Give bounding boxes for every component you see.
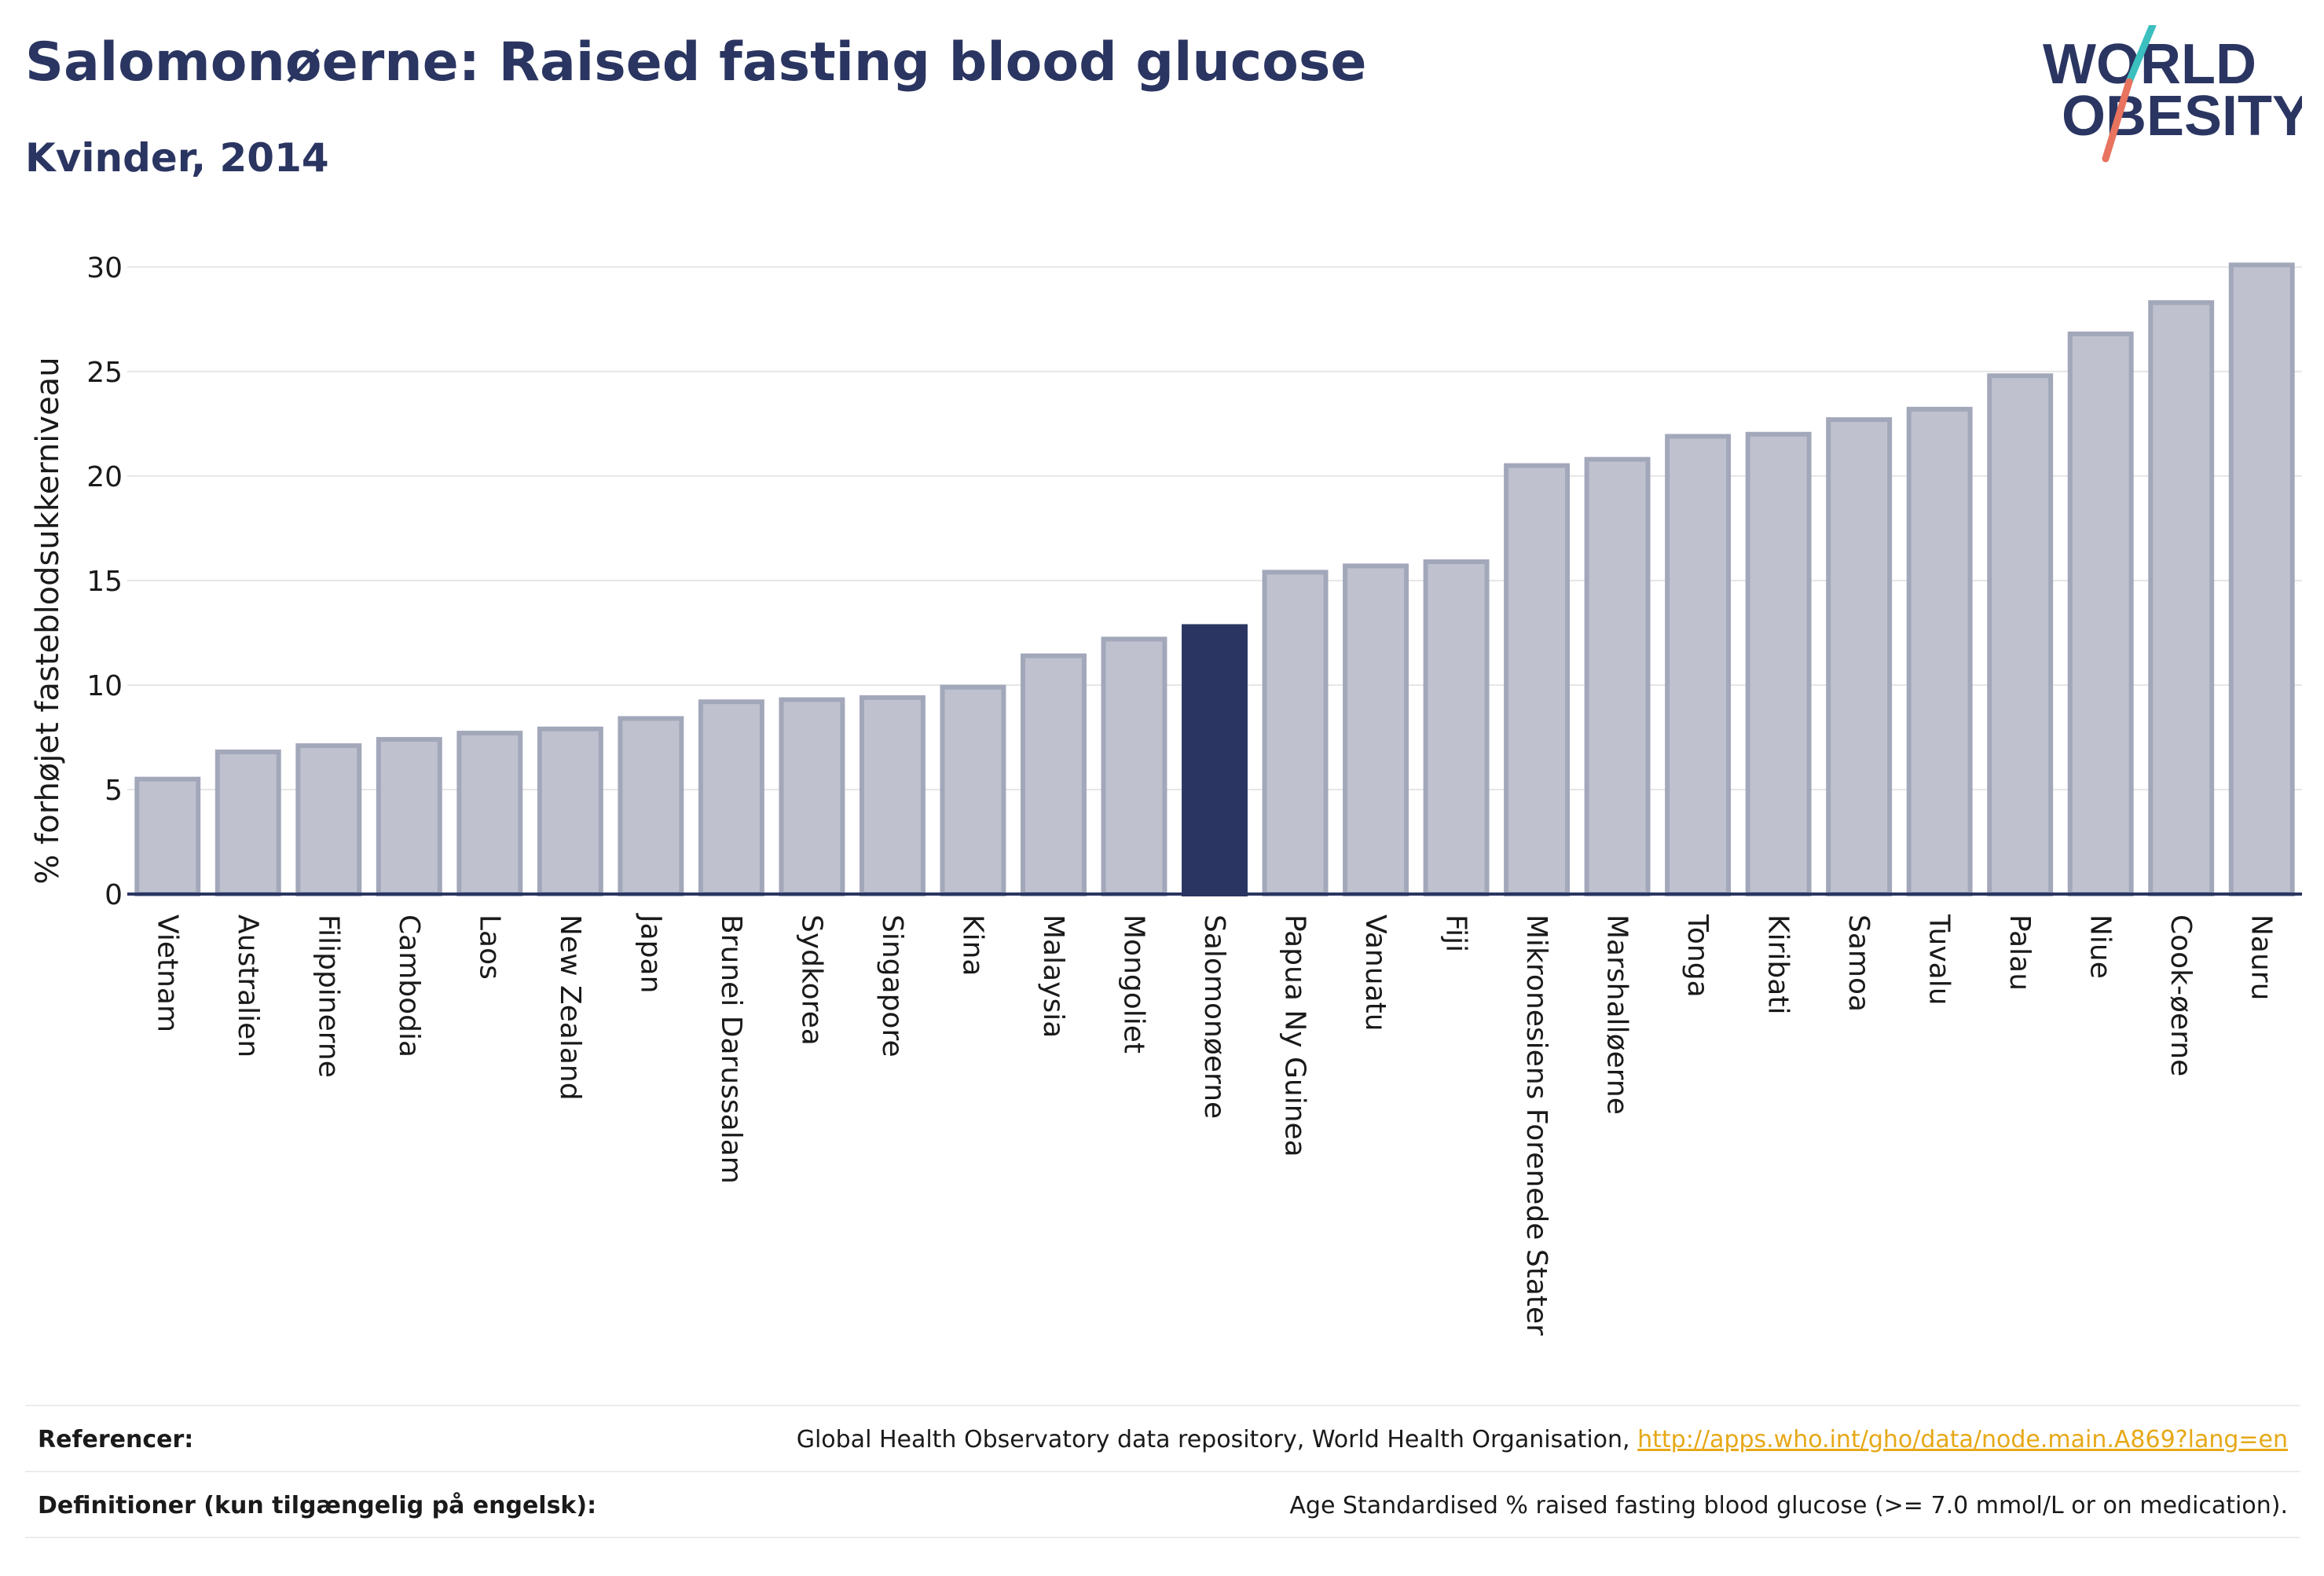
x-tick-label: Tonga <box>1681 914 1714 998</box>
x-tick-label: Cook-øerne <box>2165 914 2197 1076</box>
bar-australien <box>214 750 281 896</box>
bar-new-zealand <box>537 726 603 896</box>
x-tick-label: Salomonøerne <box>1198 914 1230 1119</box>
x-tick-label: Malaysia <box>1037 914 1069 1038</box>
definitions-text: Age Standardised % raised fasting blood … <box>1289 1491 2288 1519</box>
x-tick-label: Papua Ny Guinea <box>1279 914 1311 1157</box>
y-tick-label: 20 <box>86 461 123 493</box>
bar-palau <box>1987 373 2054 896</box>
x-tick-label: Kina <box>956 914 988 977</box>
y-axis-ticks: 0 5 10 15 20 25 30 <box>86 252 123 911</box>
references-row: Referencer: Global Health Observatory da… <box>25 1405 2300 1472</box>
bar-kina <box>940 684 1006 897</box>
bar-cambodia <box>376 737 442 897</box>
x-tick-label: Singapore <box>876 914 908 1057</box>
bar-vietnam <box>134 776 201 897</box>
x-tick-label: New Zealand <box>554 914 586 1101</box>
bar-papua-ny-guinea <box>1262 570 1329 896</box>
y-tick-label: 10 <box>86 670 123 702</box>
x-axis-ticks: Vietnam Australien Filippinerne Cambodia Lao… <box>151 913 2277 1336</box>
bar-tuvalu <box>1906 406 1973 896</box>
definitions-row: Definitioner (kun tilgængelig på engelsk… <box>25 1471 2300 1538</box>
references-text: Global Health Observatory data repositor… <box>796 1425 1630 1453</box>
bar-mikronesiens-forenede-stater <box>1504 463 1571 896</box>
logo-line1: WORLD <box>2043 33 2256 96</box>
x-tick-label: Tuvalu <box>1923 914 1956 1006</box>
bar-salomonøerne <box>1182 624 1248 896</box>
x-tick-label: Filippinerne <box>312 914 344 1078</box>
y-axis-label: % forhøjet fasteblodsukkerniveau <box>30 357 66 884</box>
x-tick-label: Fiji <box>1440 914 1472 952</box>
x-tick-label: Vietnam <box>151 914 183 1032</box>
footer-divider <box>25 1537 2300 1538</box>
bar-brunei-darussalam <box>698 699 764 896</box>
bar-mongoliet <box>1101 636 1167 896</box>
y-tick-label: 25 <box>86 357 123 389</box>
bar-sydkorea <box>779 697 845 896</box>
bar-marshalløerne <box>1584 456 1651 896</box>
y-tick-label: 5 <box>104 775 123 807</box>
x-tick-label: Australien <box>232 914 264 1057</box>
x-tick-label: Kiribati <box>1762 914 1794 1014</box>
bar-cook-øerne <box>2148 300 2215 896</box>
logo-slash-top <box>2125 25 2157 86</box>
bar-japan <box>618 716 684 896</box>
bar-kiribati <box>1745 431 1812 896</box>
bar-samoa <box>1826 417 1893 896</box>
bar-singapore <box>859 695 926 897</box>
definitions-label: Definitioner (kun tilgængelig på engelsk… <box>38 1491 597 1519</box>
bar-niue <box>2067 332 2134 896</box>
bar-fiji <box>1423 559 1490 896</box>
x-tick-label: Mikronesiens Forenede Stater <box>1520 914 1552 1336</box>
logo-line2: OBESITY <box>2062 85 2302 148</box>
x-tick-label: Samoa <box>1842 914 1875 1012</box>
logo-slash-bottom <box>2102 78 2133 163</box>
y-tick-label: 30 <box>86 252 123 284</box>
bar-chart: 0 5 10 15 20 25 30 Vietnam Australien Filippiner… <box>30 252 2302 1336</box>
bar-tonga <box>1665 434 1732 896</box>
x-tick-label: Sydkorea <box>795 914 827 1046</box>
x-tick-label: Vanuatu <box>1359 914 1391 1032</box>
x-tick-label: Laos <box>473 914 505 980</box>
x-tick-label: Brunei Darussalam <box>715 914 747 1184</box>
x-tick-label: Nauru <box>2245 914 2278 1000</box>
bar-laos <box>456 731 523 897</box>
x-tick-label: Mongoliet <box>1117 914 1149 1054</box>
bar-filippinerne <box>295 743 362 896</box>
bar-malaysia <box>1021 653 1087 896</box>
chart-title: Salomonøerne: Raised fasting blood gluco… <box>25 31 1367 93</box>
bars <box>134 262 2295 897</box>
x-tick-label: Palau <box>2003 914 2036 991</box>
references-link[interactable]: http://apps.who.int/gho/data/node.main.A… <box>1637 1425 2288 1453</box>
x-tick-label: Cambodia <box>393 914 425 1057</box>
references-label: Referencer: <box>38 1425 194 1453</box>
x-tick-label: Marshalløerne <box>1601 914 1633 1115</box>
bar-nauru <box>2228 262 2295 896</box>
world-obesity-logo: WORLD OBESITY <box>2043 25 2302 163</box>
chart-subtitle: Kvinder, 2014 <box>25 135 329 181</box>
y-tick-label: 0 <box>104 879 123 911</box>
x-tick-label: Niue <box>2084 914 2117 979</box>
references-value: Global Health Observatory data repositor… <box>797 1426 2300 1453</box>
bar-vanuatu <box>1343 563 1409 896</box>
y-tick-label: 15 <box>86 566 123 598</box>
x-tick-label: Japan <box>634 913 666 993</box>
